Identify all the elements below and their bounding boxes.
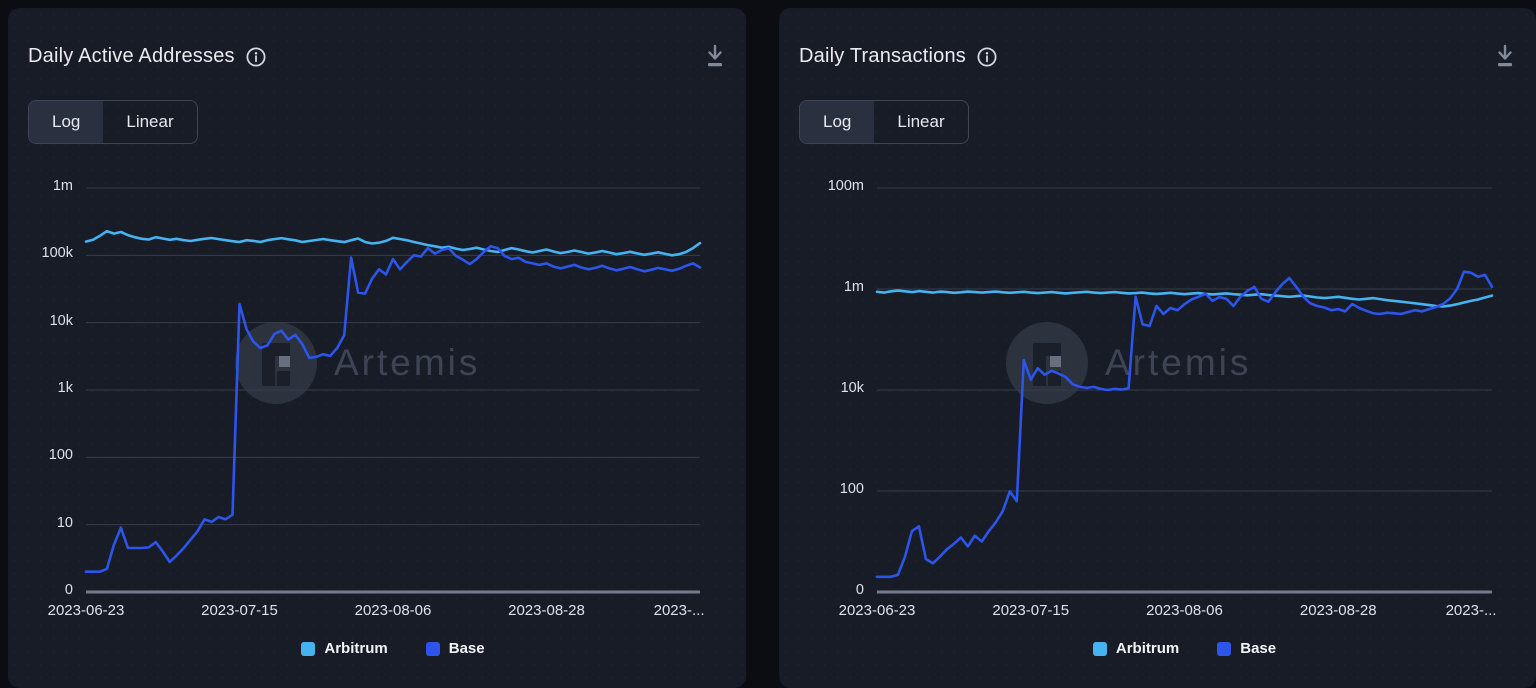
download-button[interactable] bbox=[702, 40, 728, 72]
toggle-linear[interactable]: Linear bbox=[103, 101, 196, 143]
panel-header: Daily Active Addresses bbox=[28, 40, 728, 72]
scale-toggle: Log Linear bbox=[28, 100, 198, 144]
download-button[interactable] bbox=[1492, 40, 1518, 72]
legend-label: Arbitrum bbox=[1115, 640, 1180, 657]
legend-label: Base bbox=[448, 640, 485, 657]
legend-swatch bbox=[301, 641, 316, 656]
legend-swatch bbox=[1092, 641, 1107, 656]
chart-legend: Arbitrum Base bbox=[86, 640, 700, 657]
legend-item-base[interactable]: Base bbox=[1217, 640, 1276, 657]
legend-swatch bbox=[425, 641, 440, 656]
info-icon[interactable] bbox=[976, 46, 998, 68]
series-line-base bbox=[875, 270, 1494, 579]
toggle-log[interactable]: Log bbox=[800, 101, 875, 143]
scale-toggle: Log Linear bbox=[799, 100, 969, 144]
panel-daily-transactions: Daily Transactions Log Linear bbox=[779, 8, 1536, 688]
chart-plot-area[interactable] bbox=[779, 8, 1536, 670]
toggle-log[interactable]: Log bbox=[29, 101, 104, 143]
series-line-base bbox=[84, 245, 702, 574]
chart-legend: Arbitrum Base bbox=[877, 640, 1492, 657]
legend-item-base[interactable]: Base bbox=[425, 640, 485, 657]
legend-item-arbitrum[interactable]: Arbitrum bbox=[301, 640, 388, 657]
legend-label: Arbitrum bbox=[324, 640, 388, 657]
panel-daily-active-addresses: Daily Active Addresses Log Linear bbox=[8, 8, 746, 688]
series-line-arbitrum bbox=[84, 229, 702, 257]
toggle-linear[interactable]: Linear bbox=[874, 101, 967, 143]
panel-header: Daily Transactions bbox=[799, 40, 1518, 72]
chart-title: Daily Active Addresses bbox=[28, 44, 235, 67]
legend-label: Base bbox=[1240, 640, 1277, 657]
chart-plot-area[interactable] bbox=[8, 8, 746, 670]
series-line-arbitrum bbox=[875, 289, 1494, 308]
legend-item-arbitrum[interactable]: Arbitrum bbox=[1092, 640, 1180, 657]
info-icon[interactable] bbox=[245, 46, 267, 68]
legend-swatch bbox=[1217, 641, 1232, 656]
chart-title: Daily Transactions bbox=[799, 44, 966, 67]
